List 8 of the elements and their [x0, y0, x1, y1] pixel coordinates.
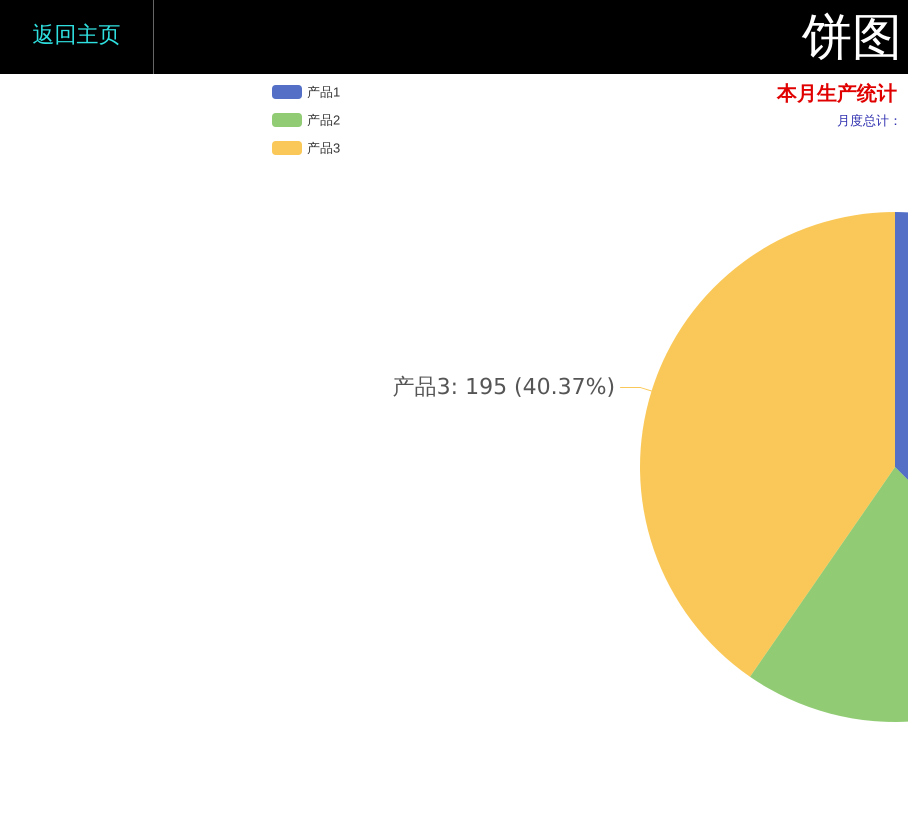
legend-label: 产品3 — [307, 140, 340, 156]
text: 返回主页 — [0, 0, 154, 74]
legend-label: 产品1 — [307, 84, 340, 100]
chart-title: 饼图 — [802, 7, 902, 68]
chart-subtitle: 本月生产统计 — [776, 81, 897, 105]
data-label: 产品3: 195 (40.37%) — [392, 374, 616, 400]
text: 月度总计： — [837, 113, 902, 130]
legend-label: 产品2 — [307, 112, 340, 128]
